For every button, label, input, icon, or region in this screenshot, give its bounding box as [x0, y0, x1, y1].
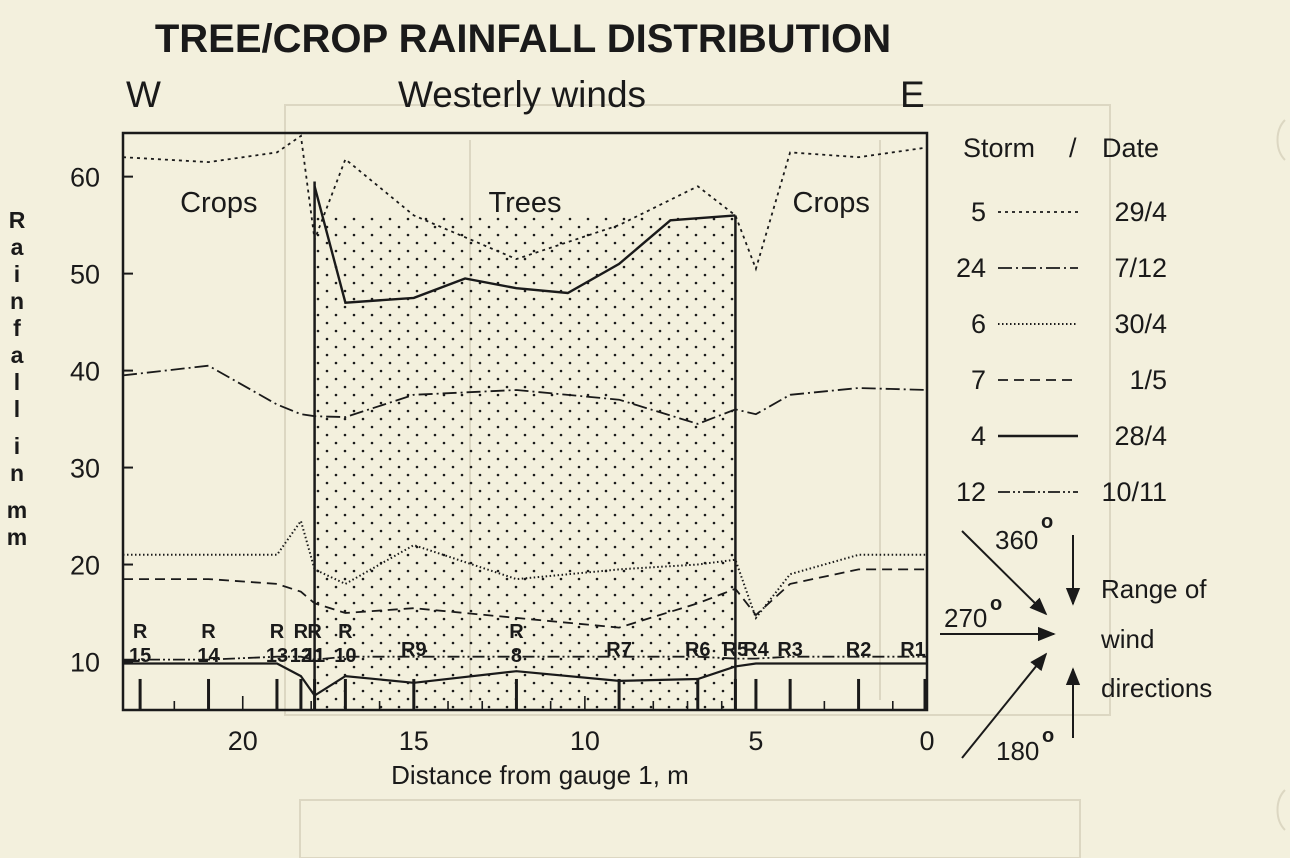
gauge-label-number: 14	[197, 645, 220, 667]
legend-title-storm: Storm	[963, 133, 1035, 163]
gauge-label-number: 10	[334, 645, 356, 667]
wind-label-270: 270	[944, 603, 987, 633]
region-labels: Crops Trees Crops	[180, 187, 870, 219]
x-tick-label: 20	[228, 726, 258, 756]
gauge-label: R	[201, 621, 216, 643]
x-tick-label: 15	[399, 726, 429, 756]
y-axis-label-letter: n	[10, 288, 24, 314]
wind-degree-360: o	[1041, 511, 1053, 533]
legend-title-separator: /	[1069, 133, 1077, 163]
legend-date: 1/5	[1129, 365, 1167, 395]
wind-caption-line3: directions	[1101, 673, 1212, 703]
x-tick-label: 5	[748, 726, 763, 756]
series-7-line	[123, 568, 927, 629]
gauge-label-number: 11	[304, 645, 325, 667]
wind-label-180: 180	[996, 736, 1039, 766]
y-axis-label-letter: m	[7, 497, 27, 523]
legend-date: 29/4	[1114, 197, 1167, 227]
wind-degree-270: o	[990, 593, 1002, 615]
series-6-line	[123, 518, 927, 620]
region-label: Trees	[488, 187, 561, 219]
y-axis-label-letter: i	[14, 261, 20, 287]
wind-label-360: 360	[995, 525, 1038, 555]
plot-frame	[121, 131, 929, 712]
series-lines	[122, 134, 928, 697]
legend-date: 28/4	[1114, 421, 1167, 451]
gauge-label: R6	[685, 639, 711, 661]
x-axis-label: Distance from gauge 1, m	[391, 760, 689, 790]
base-profile-line	[123, 662, 927, 697]
legend-date: 30/4	[1114, 309, 1167, 339]
y-tick-label: 50	[70, 260, 100, 290]
gauge-label: R	[294, 621, 309, 643]
gauge-label: R1	[900, 639, 926, 661]
legend-storm-number: 6	[971, 309, 986, 339]
wind-degree-180: o	[1042, 725, 1054, 747]
gauge-label-number: 15	[129, 645, 151, 667]
series-12-line	[123, 655, 927, 661]
y-axis-label-letter: i	[14, 433, 20, 459]
wind-arrow-sw	[961, 652, 1048, 759]
legend-title-date: Date	[1102, 133, 1159, 163]
gauge-label: R	[509, 621, 524, 643]
legend-date: 7/12	[1114, 253, 1167, 283]
gauge-label: R	[338, 621, 353, 643]
east-label: E	[900, 74, 925, 115]
x-tick-label: 10	[570, 726, 600, 756]
gauge-label-number: 8	[511, 645, 522, 667]
region-label: Crops	[793, 187, 870, 219]
gauge-label: R2	[846, 639, 872, 661]
gauge-label: R5	[723, 639, 749, 661]
y-axis-label-letter: R	[9, 207, 26, 233]
y-tick-label: 10	[70, 648, 100, 678]
x-tick-label: 0	[919, 726, 934, 756]
y-tick-label: 30	[70, 454, 100, 484]
legend-storm-number: 4	[971, 421, 986, 451]
y-axis-label-letter: l	[14, 396, 20, 422]
y-axis-label-letter: m	[7, 524, 27, 550]
y-axis-label-letter: n	[10, 460, 24, 486]
gauge-label: R7	[606, 639, 632, 661]
y-tick-label: 40	[70, 357, 100, 387]
gauge-label-number: 13	[266, 645, 288, 667]
gauge-label: R	[133, 621, 148, 643]
gauge-label: R3	[777, 639, 803, 661]
gauge-label-number: 12	[290, 645, 312, 667]
legend-storm-number: 12	[956, 477, 986, 507]
y-tick-label: 20	[70, 551, 100, 581]
west-label: W	[126, 74, 161, 115]
series-4-line	[313, 185, 736, 304]
legend-storm-number: 7	[971, 365, 986, 395]
y-tick-label: 60	[70, 163, 100, 193]
gauge-label: R	[307, 621, 322, 643]
legend: Storm / Date 5 29/4 24 7/12 6 30/4 7 1/5 4 28/4 12…	[956, 133, 1167, 507]
chart-title: TREE/CROP RAINFALL DISTRIBUTION	[155, 17, 891, 61]
chart-subtitle: Westerly winds	[398, 74, 646, 115]
legend-storm-number: 5	[971, 197, 986, 227]
wind-caption-line2: wind	[1100, 624, 1154, 654]
gauge-label: R9	[401, 639, 427, 661]
region-label: Crops	[180, 187, 257, 219]
wind-direction-diagram: 360 o 270 o 180 o Range of wind directio…	[940, 511, 1212, 766]
gauge-label: R4	[743, 639, 769, 661]
legend-storm-number: 24	[956, 253, 986, 283]
wind-arrow-nw	[961, 530, 1048, 616]
gauge-label: R	[270, 621, 285, 643]
y-axis-label-letter: a	[11, 342, 24, 368]
y-axis-label-letter: l	[14, 369, 20, 395]
tree-zone-shading	[314, 215, 736, 710]
y-axis-label-letter: a	[11, 234, 24, 260]
y-axis-label-letter: f	[13, 315, 21, 341]
series-24-line	[122, 364, 928, 425]
series-5-line	[122, 134, 928, 272]
legend-date: 10/11	[1101, 477, 1167, 507]
wind-caption-line1: Range of	[1101, 574, 1207, 604]
